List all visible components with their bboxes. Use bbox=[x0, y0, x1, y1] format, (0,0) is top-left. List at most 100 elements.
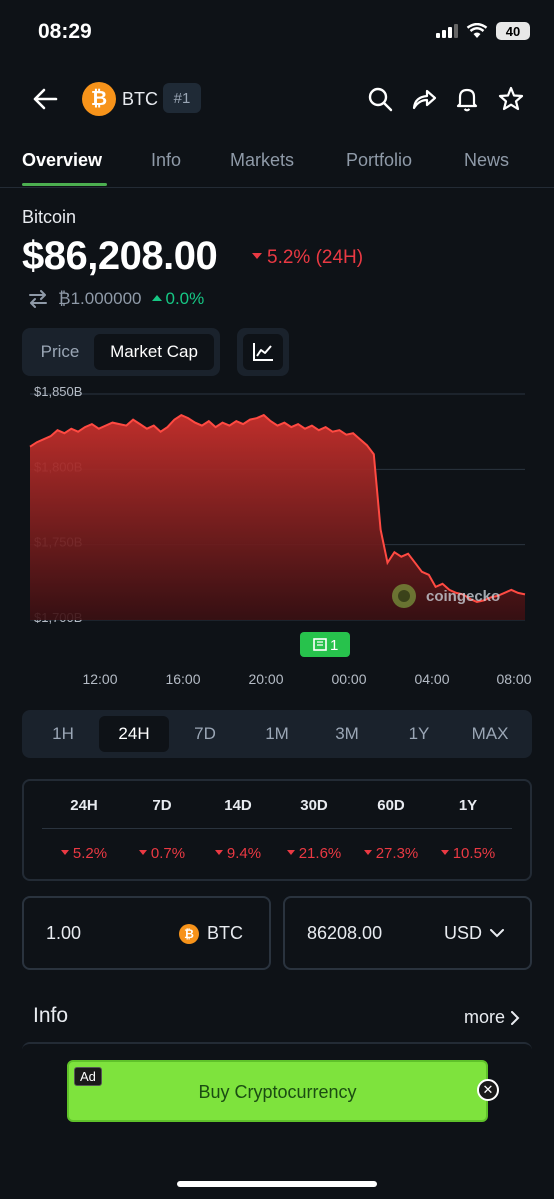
btc-change-value: 0.0% bbox=[165, 289, 205, 308]
toggle-price[interactable]: Price bbox=[40, 342, 80, 361]
x-tick-label: 00:00 bbox=[331, 671, 366, 687]
x-tick-label: 20:00 bbox=[248, 671, 283, 687]
back-arrow-icon[interactable] bbox=[30, 84, 60, 114]
perf-value-1y: 10.5% bbox=[428, 845, 508, 862]
crypto-unit: ₿ BTC bbox=[179, 923, 243, 944]
tab-overview[interactable]: Overview bbox=[22, 150, 103, 170]
wifi-icon bbox=[466, 23, 488, 38]
time-range-selector: 1H 24H 7D 1M 3M 1Y MAX bbox=[22, 710, 532, 758]
perf-value-7d: 0.7% bbox=[122, 845, 202, 862]
price-change-24h: 5.2% (24H) bbox=[252, 247, 363, 269]
down-triangle-icon bbox=[440, 849, 449, 855]
search-icon[interactable] bbox=[366, 85, 394, 113]
toggle-market-cap[interactable]: Market Cap bbox=[94, 334, 214, 370]
perf-value-text: 21.6% bbox=[298, 845, 342, 862]
up-triangle-icon bbox=[151, 294, 162, 301]
perf-header-14d: 14D bbox=[224, 797, 252, 814]
btc-change: 0.0% bbox=[151, 289, 205, 309]
btc-value: ₿1.000000 bbox=[58, 289, 142, 308]
line-chart-icon bbox=[253, 343, 273, 361]
crypto-amount-value[interactable]: 1.00 bbox=[46, 923, 82, 943]
down-triangle-icon bbox=[286, 849, 295, 855]
watermark-text: coingecko bbox=[426, 588, 500, 605]
chevron-down-icon bbox=[490, 929, 504, 938]
x-tick-label: 08:00 bbox=[496, 671, 531, 687]
status-icons: 40 bbox=[436, 22, 530, 40]
down-triangle-icon bbox=[252, 252, 262, 259]
ad-text[interactable]: Buy Cryptocurrency bbox=[198, 1082, 357, 1102]
rank-badge: #1 bbox=[163, 83, 201, 113]
fiat-unit-label[interactable]: USD bbox=[443, 923, 482, 943]
status-time: 08:29 bbox=[38, 20, 92, 43]
crypto-unit-label: BTC bbox=[207, 923, 243, 943]
ad-banner[interactable]: Ad Buy Cryptocurrency bbox=[67, 1060, 488, 1122]
x-tick-label: 12:00 bbox=[82, 671, 117, 687]
performance-divider bbox=[42, 828, 512, 829]
coingecko-watermark-icon bbox=[392, 584, 416, 608]
perf-value-text: 9.4% bbox=[226, 845, 262, 862]
fiat-amount-input[interactable]: 86208.00 USD bbox=[283, 896, 532, 970]
perf-value-text: 10.5% bbox=[452, 845, 496, 862]
down-triangle-icon bbox=[214, 849, 223, 855]
range-1m[interactable]: 1M bbox=[265, 724, 289, 743]
info-more-link[interactable]: more bbox=[464, 1007, 520, 1028]
perf-value-text: 27.3% bbox=[375, 845, 419, 862]
info-section-title: Info bbox=[33, 1004, 69, 1027]
chart-type-button[interactable] bbox=[237, 328, 289, 376]
tab-news[interactable]: News bbox=[464, 150, 510, 170]
perf-header-1y: 1Y bbox=[458, 797, 478, 814]
range-3m[interactable]: 3M bbox=[335, 724, 359, 743]
news-count[interactable]: 1 bbox=[330, 637, 338, 654]
series-line bbox=[29, 413, 526, 603]
status-bar: 08:29 40 bbox=[0, 0, 554, 66]
star-icon[interactable] bbox=[497, 85, 525, 113]
down-triangle-icon bbox=[363, 849, 372, 855]
perf-header-7d: 7D bbox=[152, 797, 172, 814]
perf-header-30d: 30D bbox=[300, 797, 328, 814]
bell-icon[interactable] bbox=[453, 85, 481, 113]
chart-type-inner bbox=[243, 334, 283, 370]
share-icon[interactable] bbox=[410, 85, 438, 113]
coin-symbol: BTC bbox=[122, 89, 158, 109]
perf-value-14d: 9.4% bbox=[198, 845, 278, 862]
chevron-right-icon bbox=[511, 1010, 520, 1025]
bitcoin-small-icon: ₿ bbox=[179, 923, 199, 944]
perf-value-60d: 27.3% bbox=[351, 845, 431, 862]
x-tick-label: 16:00 bbox=[165, 671, 200, 687]
perf-header-60d: 60D bbox=[377, 797, 405, 814]
chart-metric-toggle: Price Market Cap bbox=[22, 328, 220, 376]
news-badge[interactable]: 1 bbox=[300, 632, 350, 657]
range-1h[interactable]: 1H bbox=[52, 724, 74, 743]
performance-table: 24H 7D 14D 30D 60D 1Y 5.2% 0.7% 9.4% 21.6% 27.3% 10… bbox=[22, 779, 532, 881]
range-1y[interactable]: 1Y bbox=[408, 724, 430, 743]
tab-portfolio[interactable]: Portfolio bbox=[346, 150, 413, 170]
range-max[interactable]: MAX bbox=[471, 724, 509, 743]
coin-name: Bitcoin bbox=[22, 207, 77, 227]
range-24h[interactable]: 24H bbox=[99, 716, 169, 752]
fiat-currency-select[interactable]: USD bbox=[444, 923, 504, 944]
swap-arrows-icon[interactable] bbox=[28, 290, 48, 308]
tab-markets[interactable]: Markets bbox=[230, 150, 295, 170]
ad-label: Ad bbox=[74, 1067, 102, 1086]
y-tick-label: $1,850B bbox=[34, 384, 82, 399]
market-cap-chart[interactable]: $1,850B$1,800B$1,750B$1,700Bcoingecko112… bbox=[0, 382, 554, 702]
tab-bar: Overview Info Markets Portfolio News bbox=[0, 146, 554, 188]
coin-price: $86,208.00 bbox=[22, 234, 218, 278]
perf-value-text: 5.2% bbox=[72, 845, 108, 862]
fiat-amount-value[interactable]: 86208.00 bbox=[307, 923, 383, 943]
home-indicator bbox=[177, 1181, 377, 1187]
down-triangle-icon bbox=[138, 849, 147, 855]
crypto-amount-input[interactable]: 1.00 ₿ BTC bbox=[22, 896, 271, 970]
x-tick-label: 04:00 bbox=[414, 671, 449, 687]
info-card-edge bbox=[22, 1042, 532, 1052]
battery-indicator: 40 bbox=[496, 22, 530, 40]
down-triangle-icon bbox=[60, 849, 69, 855]
ad-close-icon[interactable]: ✕ bbox=[477, 1079, 499, 1101]
btc-conversion: ₿1.000000 0.0% bbox=[28, 289, 204, 309]
more-label[interactable]: more bbox=[463, 1007, 505, 1027]
tab-info[interactable]: Info bbox=[151, 150, 182, 170]
perf-value-text: 0.7% bbox=[150, 845, 186, 862]
range-7d[interactable]: 7D bbox=[194, 724, 216, 743]
perf-value-30d: 21.6% bbox=[274, 845, 354, 862]
coin-header: ₿ BTC #1 bbox=[0, 78, 554, 120]
